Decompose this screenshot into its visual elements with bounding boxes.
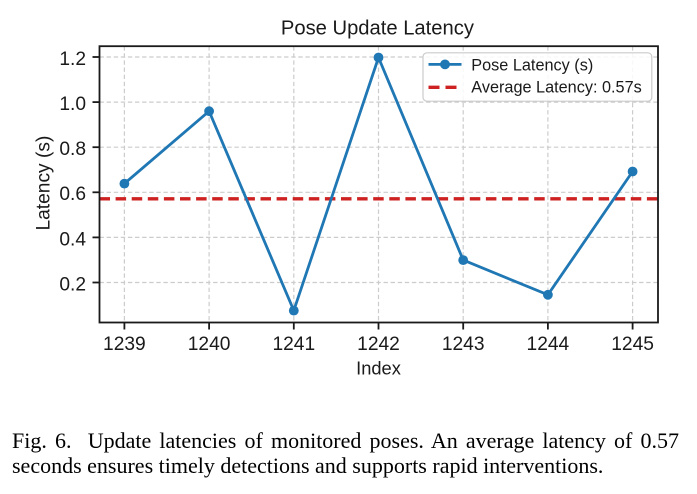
- svg-text:Average Latency: 0.57s: Average Latency: 0.57s: [471, 79, 641, 97]
- svg-text:Index: Index: [356, 357, 401, 378]
- svg-text:0.2: 0.2: [59, 274, 86, 295]
- svg-text:0.6: 0.6: [59, 184, 86, 205]
- svg-text:1239: 1239: [103, 334, 146, 355]
- svg-text:0.4: 0.4: [59, 229, 86, 250]
- svg-text:1241: 1241: [272, 334, 315, 355]
- svg-text:1240: 1240: [188, 334, 231, 355]
- svg-text:1.2: 1.2: [59, 49, 86, 70]
- svg-text:1243: 1243: [442, 334, 485, 355]
- svg-text:1245: 1245: [611, 334, 654, 355]
- svg-text:Latency (s): Latency (s): [33, 136, 54, 231]
- svg-text:1244: 1244: [527, 334, 570, 355]
- svg-text:Pose Latency (s): Pose Latency (s): [471, 56, 593, 74]
- svg-text:0.8: 0.8: [59, 139, 86, 160]
- svg-text:1.0: 1.0: [59, 94, 86, 115]
- svg-text:Pose Update Latency: Pose Update Latency: [281, 18, 475, 40]
- svg-text:1242: 1242: [357, 334, 400, 355]
